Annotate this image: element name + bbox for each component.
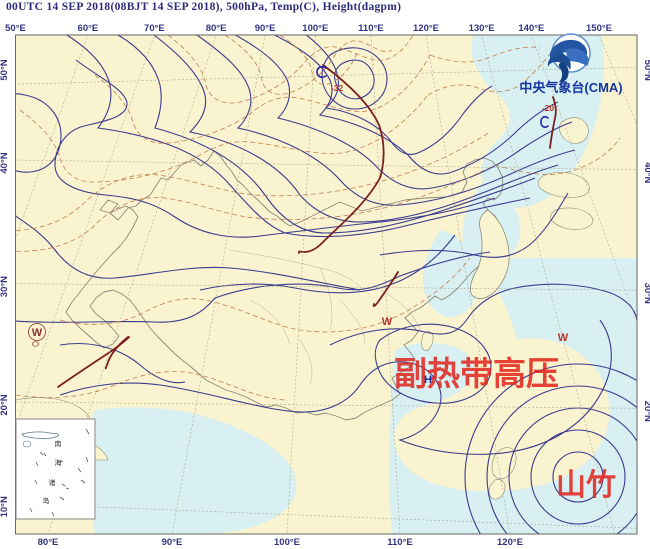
- svg-text:山竹: 山竹: [556, 469, 616, 502]
- svg-text:W: W: [382, 316, 393, 328]
- svg-text:30°N: 30°N: [0, 276, 10, 297]
- svg-text:副热带高压: 副热带高压: [394, 355, 559, 392]
- svg-text:80°E: 80°E: [206, 23, 227, 34]
- svg-text:90°E: 90°E: [162, 537, 183, 548]
- svg-text:中央气象台(CMA): 中央气象台(CMA): [519, 80, 622, 95]
- svg-text:海: 海: [55, 458, 62, 467]
- svg-text:诸: 诸: [49, 478, 56, 487]
- svg-text:40°N: 40°N: [0, 152, 10, 173]
- svg-text:40°N: 40°N: [642, 162, 650, 183]
- svg-text:W: W: [558, 332, 569, 344]
- svg-text:30°N: 30°N: [642, 283, 650, 304]
- svg-text:150°E: 150°E: [586, 23, 612, 34]
- svg-text:岛: 岛: [43, 496, 50, 505]
- svg-text:110°E: 110°E: [387, 537, 412, 548]
- svg-text:50°N: 50°N: [0, 59, 10, 80]
- svg-text:-32: -32: [331, 83, 344, 93]
- svg-text:110°E: 110°E: [358, 23, 383, 34]
- svg-text:90°E: 90°E: [255, 23, 276, 34]
- svg-text:南: 南: [55, 439, 62, 448]
- svg-text:-20: -20: [542, 103, 555, 113]
- svg-text:20°N: 20°N: [642, 401, 650, 422]
- svg-text:80°E: 80°E: [38, 537, 59, 548]
- svg-text:20°N: 20°N: [0, 394, 10, 415]
- svg-text:10°N: 10°N: [0, 496, 10, 517]
- svg-text:W: W: [32, 327, 43, 339]
- svg-text:60°E: 60°E: [78, 23, 99, 34]
- svg-text:140°E: 140°E: [518, 23, 544, 34]
- svg-text:H: H: [424, 374, 432, 386]
- svg-text:50°N: 50°N: [642, 60, 650, 81]
- svg-text:100°E: 100°E: [274, 537, 300, 548]
- svg-text:120°E: 120°E: [413, 23, 439, 34]
- svg-text:100°E: 100°E: [302, 23, 328, 34]
- svg-text:130°E: 130°E: [469, 23, 495, 34]
- svg-text:120°E: 120°E: [497, 537, 523, 548]
- svg-text:70°E: 70°E: [144, 23, 165, 34]
- svg-text:50°E: 50°E: [5, 23, 26, 34]
